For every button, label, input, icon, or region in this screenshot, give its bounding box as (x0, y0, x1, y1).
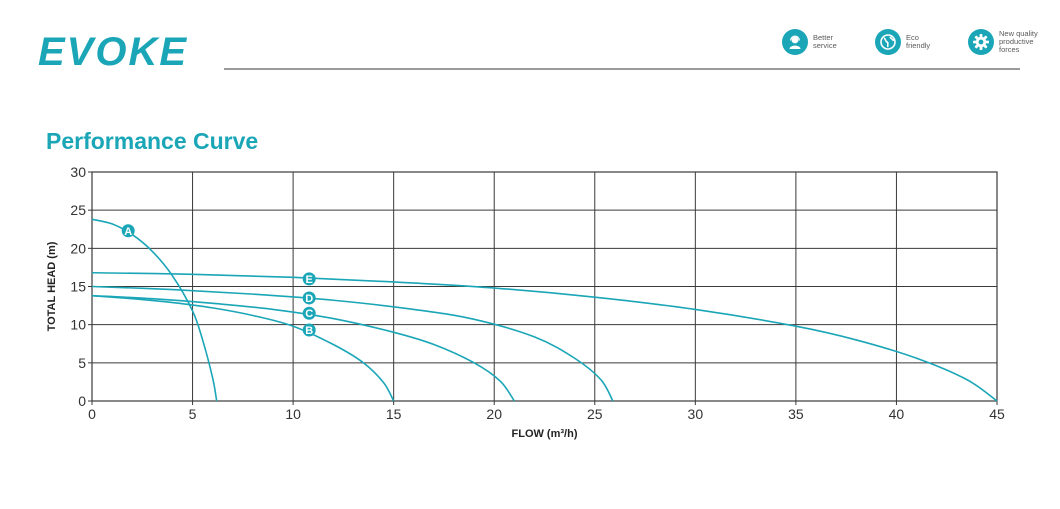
badge-productive-text: New quality productive forces (999, 29, 1038, 54)
curve-a (91, 218, 218, 402)
x-tick-label: 25 (587, 406, 603, 422)
curve-label-a: A (124, 226, 132, 238)
curve-d (91, 285, 614, 402)
y-axis-label: TOTAL HEAD (m) (46, 241, 58, 331)
headset-person-icon (782, 29, 808, 55)
curve-e (91, 271, 998, 402)
x-tick-label: 30 (688, 406, 704, 422)
x-tick-label: 20 (486, 406, 502, 422)
x-tick-label: 15 (386, 406, 402, 422)
header-divider (224, 68, 1020, 70)
curve-marker-c (302, 306, 316, 320)
curve-label-b: B (305, 325, 313, 337)
curve-marker-d (302, 291, 316, 305)
feature-badges: Better service Eco friendly (782, 29, 1047, 55)
x-tick-label: 45 (989, 406, 1005, 422)
section-title: Performance Curve (46, 128, 259, 154)
badge-eco-text: Eco friendly (906, 33, 931, 50)
curve-b (91, 294, 395, 402)
y-tick-label: 20 (70, 240, 86, 256)
badge-service: Better service (782, 29, 861, 55)
y-tick-label: 0 (78, 393, 86, 409)
curve-label-e: E (306, 274, 313, 286)
badge-service-text: Better service (813, 33, 837, 50)
x-tick-label: 35 (788, 406, 804, 422)
x-tick-label: 5 (189, 406, 197, 422)
y-tick-label: 30 (70, 164, 86, 180)
curve-label-c: C (305, 308, 313, 320)
x-tick-label: 40 (889, 406, 905, 422)
x-tick-label: 10 (285, 406, 301, 422)
badge-productive: New quality productive forces (968, 29, 1047, 55)
evoke-logo: EVOKE (38, 30, 189, 74)
curve-marker-e (302, 272, 316, 286)
curve-marker-a (121, 224, 135, 238)
y-tick-label: 5 (78, 355, 86, 371)
badge-eco: Eco friendly (875, 29, 954, 55)
curve-c (91, 294, 515, 402)
curve-marker-b (302, 323, 316, 337)
y-tick-label: 10 (70, 317, 86, 333)
curve-label-d: D (305, 293, 313, 305)
globe-icon (875, 29, 901, 55)
y-tick-label: 25 (70, 202, 86, 218)
x-tick-label: 0 (88, 406, 96, 422)
gear-icon (968, 29, 994, 55)
x-axis-label: FLOW (m³/h) (512, 428, 578, 440)
y-tick-label: 15 (70, 279, 86, 295)
